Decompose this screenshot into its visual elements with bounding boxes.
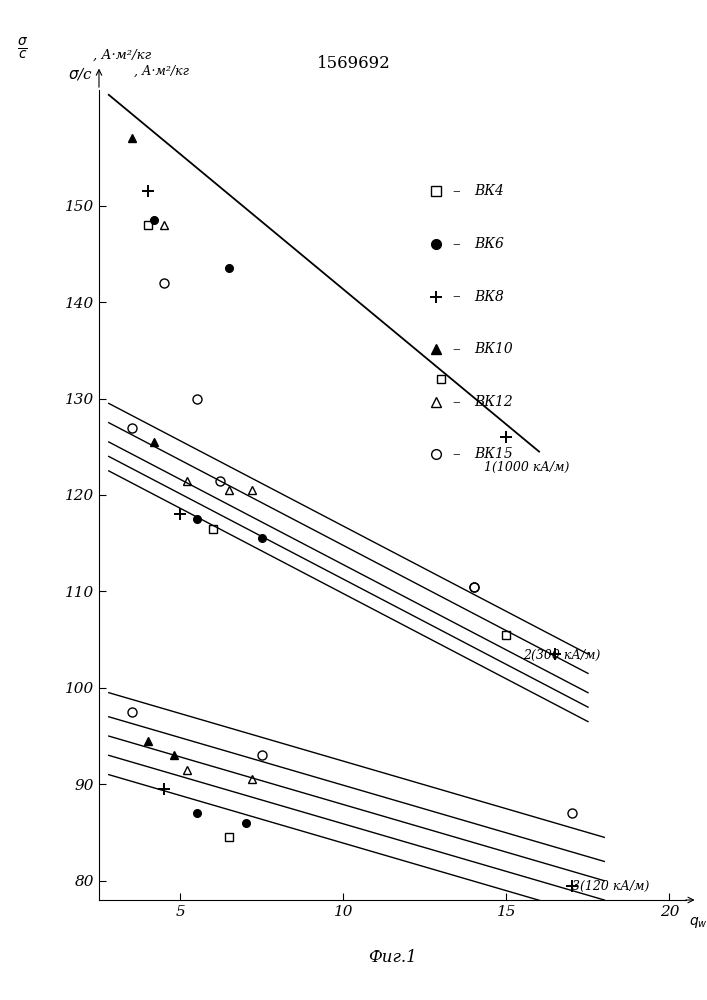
Text: , А·м²/кг: , А·м²/кг [93,49,151,62]
Text: –: – [452,448,460,462]
Text: 2(300 кА/м): 2(300 кА/м) [522,649,600,662]
Text: ВК10: ВК10 [474,342,513,356]
Text: $\sigma$/c: $\sigma$/c [68,66,93,82]
Text: 1(1000 кА/м): 1(1000 кА/м) [484,461,569,474]
Text: ВК8: ВК8 [474,290,504,304]
Text: ВК12: ВК12 [474,395,513,409]
Text: ВК6: ВК6 [474,237,504,251]
Text: –: – [452,184,460,198]
Text: ВК4: ВК4 [474,184,504,198]
Text: –: – [452,342,460,356]
Text: Фиг.1: Фиг.1 [368,949,416,966]
Text: ВК15: ВК15 [474,448,513,462]
Text: 3(120 кА/м): 3(120 кА/м) [572,880,649,893]
Text: –: – [452,237,460,251]
Text: , А·м²/кг: , А·м²/кг [134,65,189,78]
Text: $q_w$, %: $q_w$, % [689,912,707,930]
Text: –: – [452,395,460,409]
Text: –: – [452,290,460,304]
Text: 1569692: 1569692 [317,55,390,72]
Text: $\frac{\sigma}{c}$: $\frac{\sigma}{c}$ [17,36,28,62]
